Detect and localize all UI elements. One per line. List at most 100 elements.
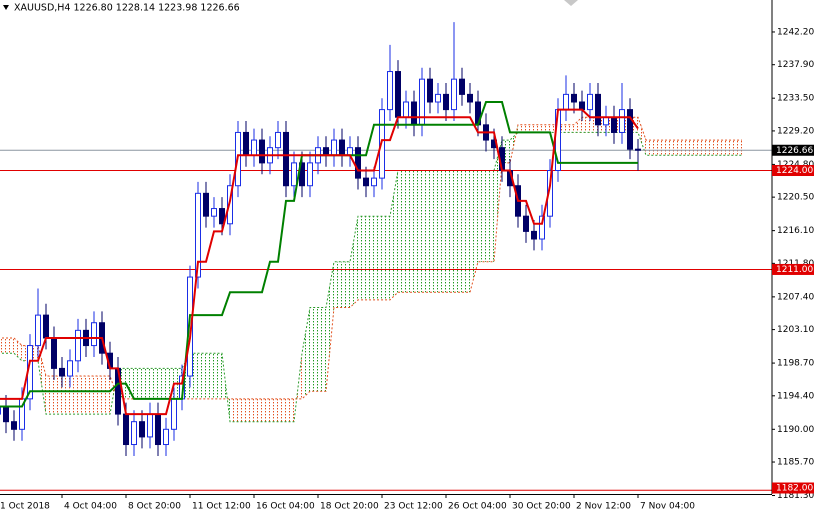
candle-body (355, 147, 361, 179)
cloud-segment (486, 170, 494, 262)
candle-body (587, 93, 593, 111)
cloud-segment (462, 170, 470, 293)
plot-area (0, 22, 772, 491)
y-tick-label: 1211.80 (777, 259, 814, 269)
cloud-segment (278, 398, 286, 422)
cloud-segment (430, 170, 438, 293)
cloud-segment (158, 368, 166, 399)
cloud-segment (38, 345, 46, 415)
candle-body (539, 215, 545, 240)
candle-body (123, 413, 129, 446)
cloud-segment (0, 338, 6, 354)
cloud-segment (398, 170, 406, 293)
candle-body (59, 367, 65, 377)
cloud-segment (6, 338, 14, 354)
cloud-segment (270, 398, 278, 422)
candle-body (395, 71, 401, 118)
cloud-segment (654, 140, 662, 156)
cloud-segment (286, 398, 294, 422)
cloud-segment (86, 376, 94, 415)
cloud-segment (454, 170, 462, 293)
cloud-segment (150, 368, 158, 399)
candle-body (131, 421, 137, 446)
cloud-segment (574, 117, 582, 133)
candle-body (627, 109, 633, 150)
candle-body (347, 147, 353, 156)
price-tag-label: 1211.00 (776, 265, 813, 275)
cloud-segment (254, 398, 262, 422)
candle-body (323, 147, 329, 156)
cloud-segment (102, 376, 110, 415)
candle-body (387, 71, 393, 111)
y-tick-label: 1185.70 (777, 458, 814, 468)
price-tag-label: 1226.66 (776, 146, 813, 156)
cloud-segment (142, 368, 150, 399)
y-tick-label: 1233.50 (777, 94, 814, 104)
candle-body (291, 162, 297, 187)
y-tick-label: 1181.30 (777, 491, 814, 501)
cloud-segment (478, 170, 486, 262)
cloud-segment (694, 140, 702, 156)
cloud-segment (318, 307, 326, 392)
y-tick-label: 1229.20 (777, 126, 814, 136)
candle-body (451, 78, 457, 111)
y-tick-label: 1198.70 (777, 359, 814, 369)
x-tick-label: 16 Oct 04:00 (256, 502, 315, 512)
candle-body (611, 116, 617, 133)
y-tick-label: 1224.80 (777, 160, 814, 170)
cloud-segment (206, 353, 214, 399)
cloud-segment (326, 261, 334, 392)
candle-body (211, 208, 217, 217)
menu-icon[interactable] (3, 5, 9, 10)
cloud-segment (710, 140, 718, 156)
price-tag (772, 482, 814, 494)
x-tick-label: 30 Oct 20:00 (512, 502, 571, 512)
cloud-segment (406, 170, 414, 293)
candle-body (531, 230, 537, 240)
x-tick-label: 1 Oct 2018 (0, 502, 50, 512)
cloud-segment (374, 216, 382, 300)
candle-body (35, 314, 41, 347)
cloud-segment (310, 307, 318, 392)
candle-body (459, 78, 465, 95)
y-tick-label: 1220.50 (777, 193, 814, 203)
candle-body (67, 360, 73, 377)
candle-body (259, 139, 265, 164)
candle-body (603, 116, 609, 126)
cloud-segment (342, 261, 350, 308)
x-tick-label: 11 Oct 12:00 (192, 502, 251, 512)
cloud-segment (54, 376, 62, 415)
senkou-span-a (0, 131, 742, 423)
cloud-segment (302, 307, 310, 399)
x-tick-label: 4 Oct 04:00 (64, 502, 117, 512)
candle-body (571, 93, 577, 103)
cloud-segment (582, 117, 590, 133)
cloud-segment (566, 124, 574, 133)
cloud-segment (446, 170, 454, 293)
candle-body (411, 101, 417, 126)
candle-body (467, 93, 473, 103)
candle-body (139, 421, 145, 438)
cloud-segment (214, 353, 222, 399)
price-tag-label: 1224.00 (776, 166, 813, 176)
cloud-segment (518, 124, 526, 133)
price-axis: 1242.20 1237.90 1233.50 1229.20 1224.80 1220.… (772, 27, 814, 501)
cloud-segment (230, 398, 238, 422)
y-tick-label: 1190.00 (777, 425, 814, 435)
cloud-segment (134, 368, 142, 399)
cloud-segment (46, 376, 54, 415)
candle-body (427, 78, 433, 103)
cloud-segment (334, 261, 342, 308)
candle-body (307, 162, 313, 187)
price-tag-label: 1182.00 (776, 484, 813, 494)
scroll-marker[interactable] (564, 0, 578, 6)
candle-body (195, 192, 201, 278)
candle-body (187, 276, 193, 377)
candle-body (203, 192, 209, 217)
cloud-segment (542, 124, 550, 133)
cloud-segment (390, 170, 398, 300)
price-tag (772, 263, 814, 275)
candle-body (147, 413, 153, 438)
x-tick-label: 7 Nov 04:00 (640, 502, 695, 512)
tenkan-sen (0, 108, 639, 416)
